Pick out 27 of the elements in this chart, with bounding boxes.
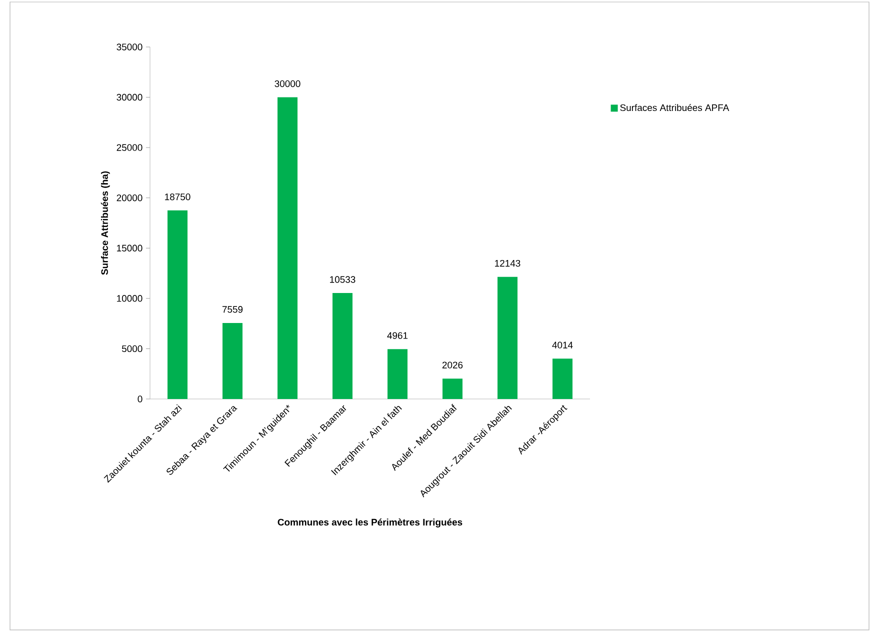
data-label: 2026	[442, 362, 463, 368]
y-tick-label: 15000	[117, 244, 142, 252]
data-label: 7559	[222, 306, 243, 313]
y-tick-label: 5000	[122, 345, 142, 352]
y-tick-label: 25000	[116, 144, 142, 151]
x-axis-title: Communes avec les Périmètres Irriguées	[278, 518, 462, 528]
data-label: 12143	[495, 260, 520, 267]
y-tick-label: 0	[138, 396, 142, 402]
data-label: 4961	[387, 332, 408, 339]
bar	[168, 210, 188, 399]
y-axis-title: Surface Attribuées (ha)	[100, 171, 110, 275]
bar	[278, 97, 298, 399]
bar	[332, 293, 353, 399]
y-tick-label: 35000	[116, 44, 142, 50]
bar	[552, 358, 572, 399]
legend-label: Surfaces Attribuées APFA	[620, 104, 730, 112]
bar	[388, 349, 408, 399]
data-label: 30000	[274, 80, 300, 88]
bar	[222, 322, 243, 399]
data-label: 4014	[552, 342, 573, 348]
y-tick-label: 20000	[116, 194, 142, 202]
y-tick-label: 30000	[116, 94, 142, 101]
data-label: 10533	[330, 276, 356, 283]
y-tick-label: 10000	[117, 295, 142, 302]
data-label: 18750	[165, 194, 190, 200]
bar	[442, 378, 462, 399]
bar	[498, 276, 518, 399]
